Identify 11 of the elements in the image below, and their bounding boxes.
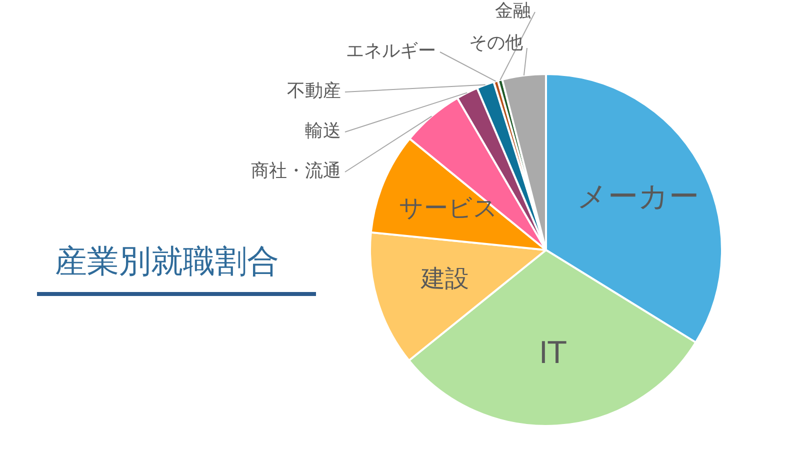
slice-label: IT	[539, 336, 567, 372]
slice-label: 建設	[420, 264, 469, 292]
slice-label: 不動産	[287, 80, 341, 102]
slice-label: その他	[469, 32, 523, 54]
slice-label: 金融	[495, 0, 531, 22]
slice-label: メーカー	[577, 179, 700, 214]
slice-label: 商社・流通	[251, 160, 341, 182]
slice-label: エネルギー	[346, 40, 436, 62]
slice-label: 輸送	[305, 120, 341, 142]
slice-label: サービス	[398, 194, 498, 222]
text: 産業別就職割合	[55, 241, 279, 282]
